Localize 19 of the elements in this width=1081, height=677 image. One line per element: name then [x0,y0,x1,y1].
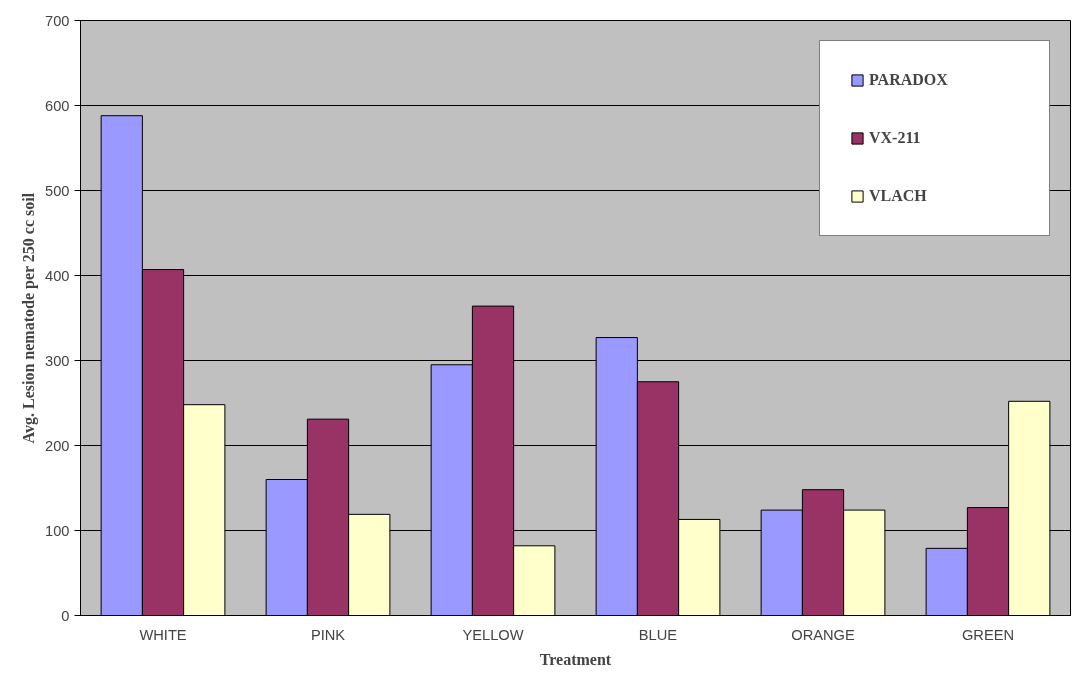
y-tick-label: 400 [45,267,70,284]
y-tick-label: 500 [45,182,70,199]
x-tick-label: WHITE [139,626,187,643]
legend-label: VX-211 [869,129,922,147]
x-tick-label: PINK [310,626,346,643]
x-tick-label: GREEN [961,626,1015,643]
y-tick-label: 200 [45,437,70,454]
x-tick-label: ORANGE [791,626,855,643]
y-axis-title: Avg. Lesion nematode per 250 cc soil [20,192,39,444]
y-tick-label: 0 [61,607,70,624]
x-tick-label: YELLOW [462,626,524,643]
y-tick-label: 300 [45,352,70,369]
x-tick-label: BLUE [638,626,678,643]
x-axis-title: Treatment [539,650,612,668]
legend-label: VLACH [869,187,928,205]
y-tick-label: 600 [45,97,70,114]
legend-label: PARADOX [869,71,949,89]
y-tick-label: 700 [45,12,70,29]
y-tick-label: 100 [45,522,70,539]
